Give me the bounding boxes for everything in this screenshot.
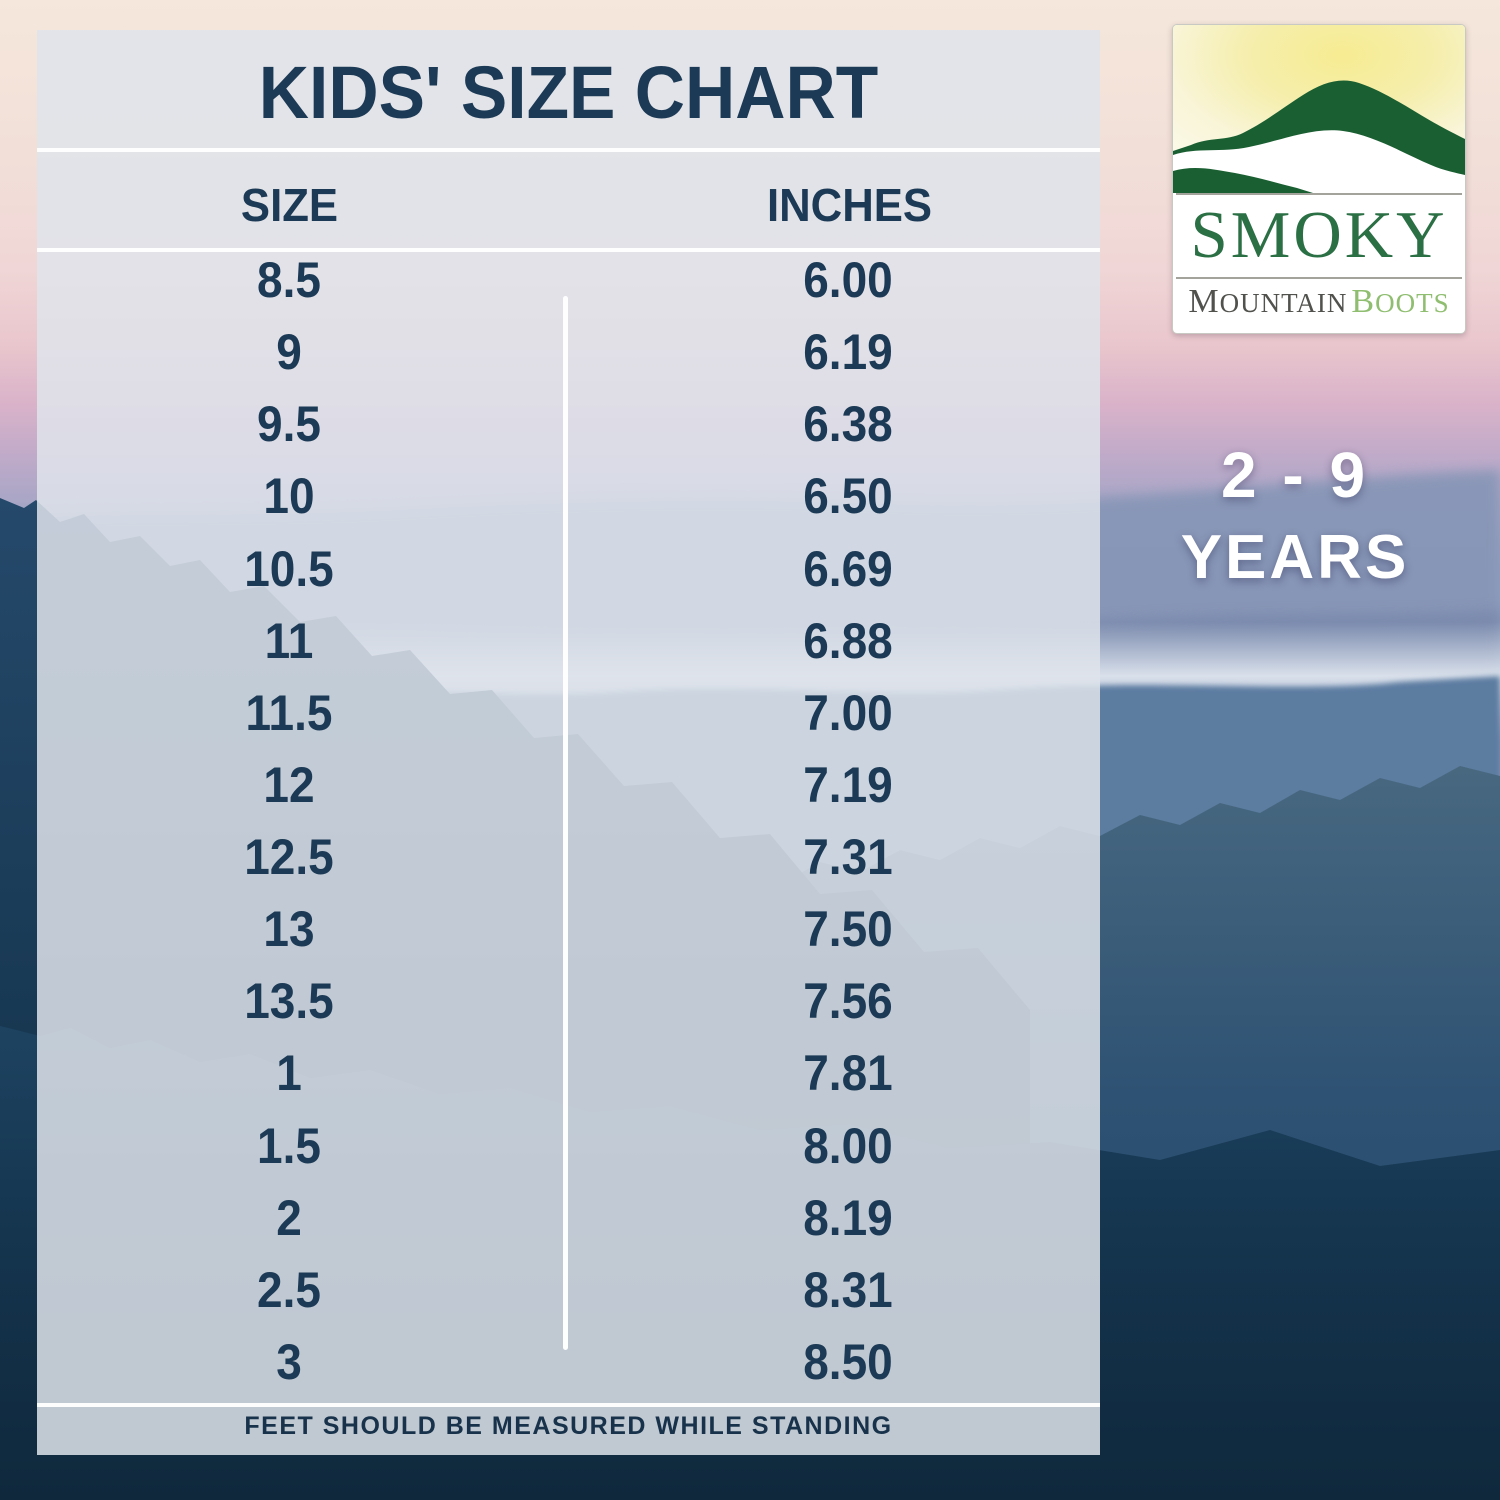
table-row: 10.5 6.69 <box>37 533 1100 605</box>
size-cell: 13.5 <box>244 973 334 1030</box>
column-header-size: SIZE <box>240 179 339 231</box>
brand-logo: SMOKY MOUNTAIN BOOTS <box>1172 24 1466 334</box>
logo-word-mountain: MOUNTAIN <box>1188 283 1348 320</box>
age-range-unit: YEARS <box>1180 523 1410 592</box>
column-divider <box>563 296 568 1350</box>
size-cell: 3 <box>276 1333 302 1390</box>
table-row: 2 8.19 <box>37 1182 1100 1254</box>
table-row: 13 7.50 <box>37 893 1100 965</box>
inches-cell: 7.31 <box>803 829 893 886</box>
table-row: 11 6.88 <box>37 605 1100 677</box>
table-row: 12 7.19 <box>37 749 1100 821</box>
table-row: 13.5 7.56 <box>37 965 1100 1037</box>
table-row: 9.5 6.38 <box>37 388 1100 460</box>
inches-cell: 7.19 <box>803 756 893 813</box>
size-cell: 12.5 <box>244 829 334 886</box>
logo-wordmark-smoky: SMOKY <box>1190 198 1448 272</box>
table-row: 10 6.50 <box>37 460 1100 532</box>
logo-mountain-icon <box>1173 25 1465 193</box>
logo-divider-bottom <box>1176 277 1462 279</box>
table-row: 12.5 7.31 <box>37 821 1100 893</box>
size-cell: 11 <box>264 612 314 669</box>
size-cell: 11.5 <box>245 684 333 741</box>
logo-word-boots: BOOTS <box>1351 283 1450 320</box>
size-cell: 10 <box>263 468 315 525</box>
table-row: 8.5 6.00 <box>37 244 1100 316</box>
table-row: 1 7.81 <box>37 1037 1100 1109</box>
inches-cell: 6.69 <box>803 540 893 597</box>
table-row: 2.5 8.31 <box>37 1254 1100 1326</box>
inches-cell: 8.50 <box>803 1333 893 1390</box>
page-title: KIDS' SIZE CHART <box>258 51 879 134</box>
table-row: 9 6.19 <box>37 316 1100 388</box>
logo-wordmark-mountain-boots: MOUNTAIN BOOTS <box>1173 283 1465 321</box>
size-cell: 1.5 <box>257 1117 321 1174</box>
size-cell: 12 <box>263 756 315 813</box>
size-cell: 1 <box>276 1045 302 1102</box>
inches-cell: 7.50 <box>803 901 893 958</box>
inches-cell: 8.31 <box>803 1261 893 1318</box>
size-rows: 8.5 6.00 9 6.19 9.5 6.38 10 6.50 10.5 6.69 11 6.88 1… <box>37 244 1100 1398</box>
table-row: 3 8.50 <box>37 1326 1100 1398</box>
column-header-inches: INCHES <box>766 179 933 231</box>
divider-under-headers <box>37 248 1100 252</box>
age-range-value: 2 - 9 <box>1220 439 1370 511</box>
size-cell: 2 <box>276 1189 302 1246</box>
inches-cell: 8.19 <box>803 1189 893 1246</box>
inches-cell: 6.50 <box>803 468 893 525</box>
inches-cell: 6.00 <box>803 252 893 309</box>
divider-above-footnote <box>37 1403 1100 1407</box>
size-cell: 9 <box>276 324 302 381</box>
size-cell: 13 <box>263 901 315 958</box>
table-row: 11.5 7.00 <box>37 677 1100 749</box>
divider-under-title <box>37 148 1100 152</box>
table-row: 1.5 8.00 <box>37 1110 1100 1182</box>
age-range: 2 - 9 YEARS <box>1095 438 1495 593</box>
inches-cell: 6.88 <box>803 612 893 669</box>
inches-cell: 7.00 <box>803 684 893 741</box>
size-cell: 10.5 <box>244 540 334 597</box>
inches-cell: 6.38 <box>803 396 893 453</box>
measurement-note: FEET SHOULD BE MEASURED WHILE STANDING <box>244 1412 893 1440</box>
size-chart-panel: KIDS' SIZE CHART SIZE INCHES 8.5 6.00 9 6.1… <box>37 30 1100 1455</box>
inches-cell: 6.19 <box>803 324 893 381</box>
inches-cell: 8.00 <box>803 1117 893 1174</box>
size-cell: 8.5 <box>257 252 321 309</box>
inches-cell: 7.56 <box>803 973 893 1030</box>
logo-divider-top <box>1176 193 1462 195</box>
size-cell: 9.5 <box>257 396 321 453</box>
inches-cell: 7.81 <box>803 1045 893 1102</box>
size-cell: 2.5 <box>257 1261 321 1318</box>
